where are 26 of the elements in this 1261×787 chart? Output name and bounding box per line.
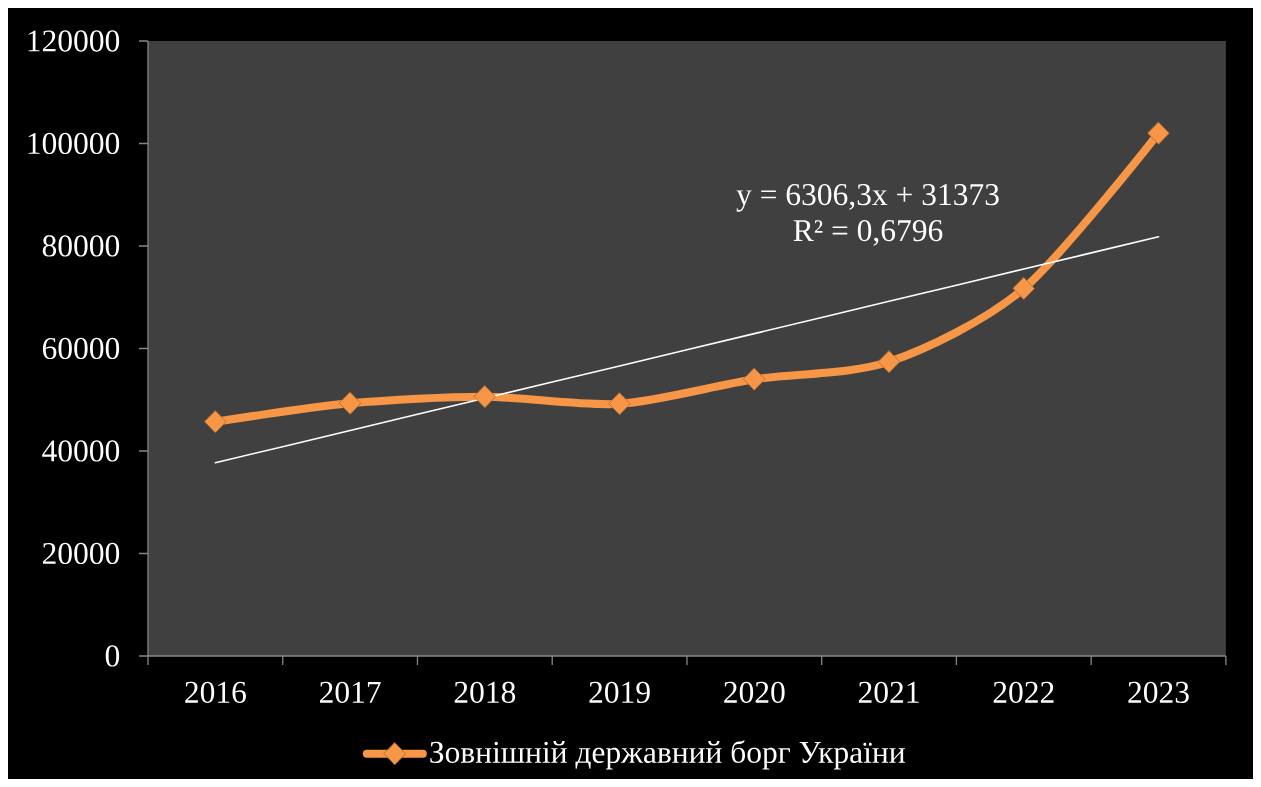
x-tick-label: 2020 <box>724 681 785 703</box>
x-tick-label: 2022 <box>993 681 1054 703</box>
x-tick-label: 2018 <box>454 681 516 703</box>
annotation: R² = 0,6796 <box>793 219 943 246</box>
point <box>1012 277 1035 300</box>
point <box>743 367 766 391</box>
y-tick-label: 40000 <box>42 440 120 462</box>
point <box>338 391 362 415</box>
x-tick-label: 2023 <box>1128 681 1189 703</box>
x-tick-label: 2021 <box>858 681 919 703</box>
x-tick-label: 2017 <box>319 681 381 703</box>
y-tick-label: 60000 <box>42 337 120 360</box>
x-tick-label: 2019 <box>589 681 650 703</box>
legend-label: Зовнішній державний борг України <box>430 740 905 770</box>
point <box>1147 121 1170 145</box>
y-tick-label: 20000 <box>42 542 120 565</box>
y-tick-label: 120000 <box>28 30 120 52</box>
point <box>877 350 901 374</box>
y-tick-label: 0 <box>105 645 120 667</box>
y-tick-label: 100000 <box>28 132 120 155</box>
point <box>204 410 227 434</box>
annotation: y = 6306,3x + 31373 <box>736 183 999 212</box>
point <box>608 392 631 416</box>
y-tick-label: 80000 <box>42 235 120 257</box>
point <box>473 385 496 409</box>
x-tick-label: 2016 <box>185 681 246 703</box>
